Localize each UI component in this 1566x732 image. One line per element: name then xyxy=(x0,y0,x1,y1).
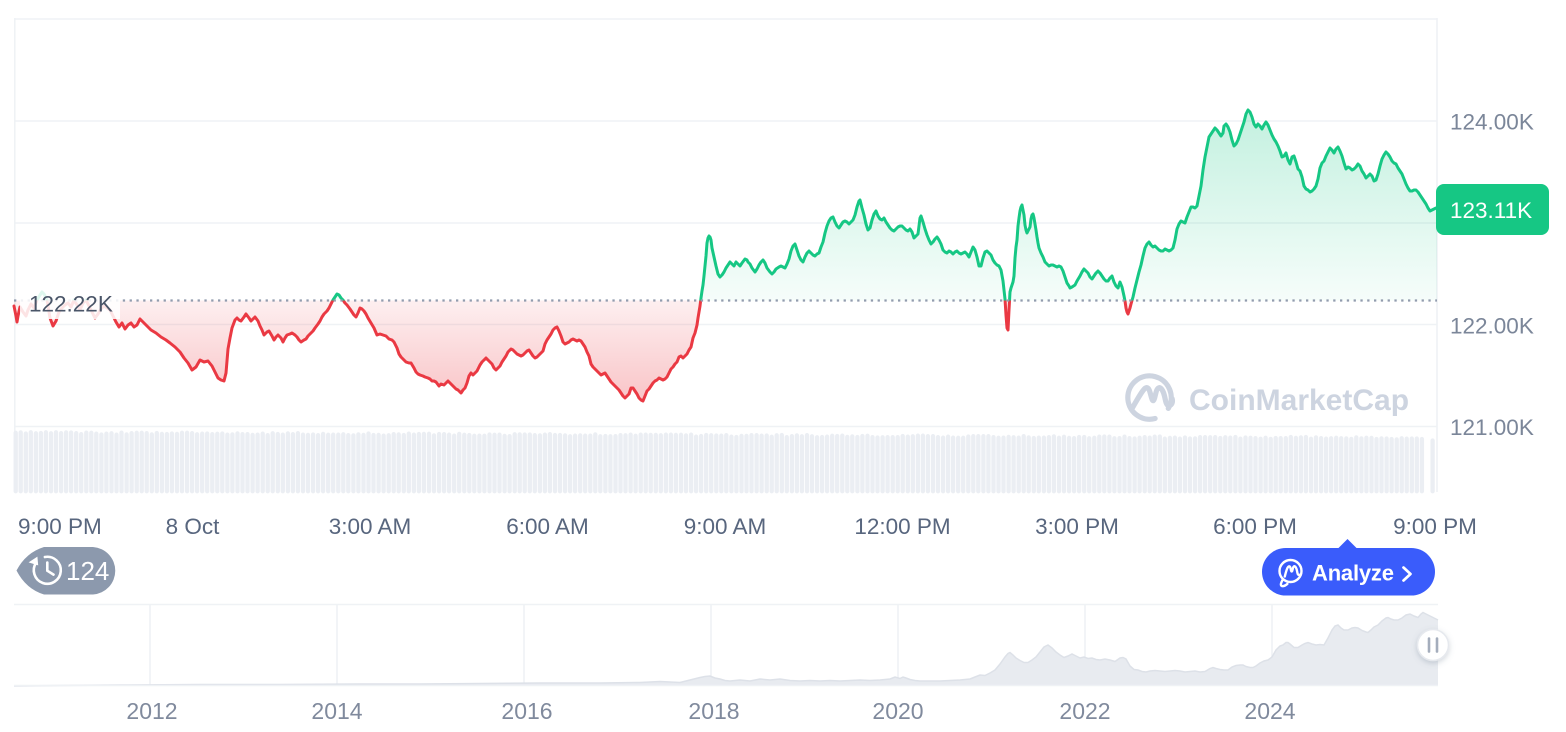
svg-text:2018: 2018 xyxy=(688,698,739,724)
svg-text:2024: 2024 xyxy=(1244,698,1295,724)
svg-text:124.00K: 124.00K xyxy=(1450,110,1534,135)
svg-text:Analyze: Analyze xyxy=(1312,561,1394,586)
svg-text:122.00K: 122.00K xyxy=(1450,314,1534,339)
svg-text:2022: 2022 xyxy=(1059,698,1110,724)
svg-text:12:00 PM: 12:00 PM xyxy=(854,514,950,539)
svg-text:2016: 2016 xyxy=(501,698,552,724)
svg-text:6:00 AM: 6:00 AM xyxy=(506,514,589,539)
svg-text:2012: 2012 xyxy=(126,698,177,724)
svg-text:9:00 PM: 9:00 PM xyxy=(18,514,102,539)
svg-text:9:00 PM: 9:00 PM xyxy=(1393,514,1477,539)
svg-text:2014: 2014 xyxy=(311,698,362,724)
svg-text:122.22K: 122.22K xyxy=(29,292,113,317)
svg-text:124: 124 xyxy=(66,556,109,586)
svg-text:2020: 2020 xyxy=(872,698,923,724)
svg-text:121.00K: 121.00K xyxy=(1450,415,1534,440)
svg-text:3:00 PM: 3:00 PM xyxy=(1035,514,1119,539)
svg-text:8 Oct: 8 Oct xyxy=(166,514,221,539)
svg-text:9:00 AM: 9:00 AM xyxy=(684,514,767,539)
svg-text:3:00 AM: 3:00 AM xyxy=(329,514,412,539)
svg-text:123.11K: 123.11K xyxy=(1450,198,1532,223)
svg-text:6:00 PM: 6:00 PM xyxy=(1213,514,1297,539)
svg-text:CoinMarketCap: CoinMarketCap xyxy=(1189,384,1409,417)
